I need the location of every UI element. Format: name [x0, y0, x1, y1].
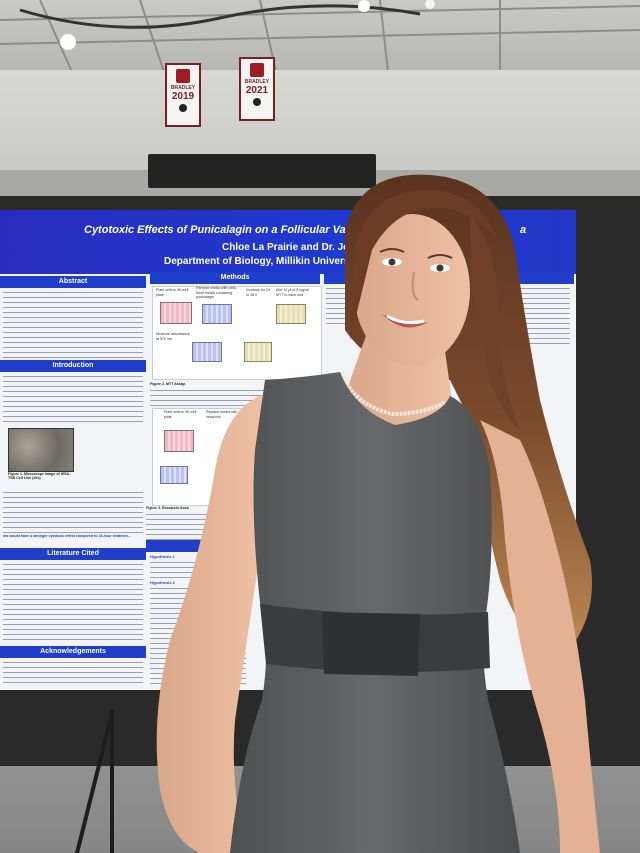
seal-icon: [179, 104, 187, 112]
well-plate: [276, 304, 306, 324]
step-incubate: Incubate for 24 or 48 h: [246, 288, 270, 297]
abstract-heading: Abstract: [0, 276, 146, 288]
literature-heading: Literature Cited: [0, 548, 146, 560]
teeth: [386, 314, 425, 325]
scoreboard: [148, 154, 376, 188]
well-plate: [244, 342, 272, 362]
hair-front: [350, 190, 498, 340]
banner-text: BRADLEY: [170, 85, 196, 91]
intro-statement: nts would have a stronger cytotoxic effe…: [3, 534, 131, 538]
well-plate: [164, 430, 194, 452]
gray-dress: [230, 372, 520, 853]
acknowledgements-heading: Acknowledgements: [0, 646, 146, 658]
eyebrows: [379, 248, 453, 259]
figure-2-caption: Figure 2. MTT Assay.: [150, 382, 186, 386]
step-add: Add 10 μl of 5 mg/ml MTT to each well: [276, 288, 310, 297]
poster-authors: Chloe La Prairie and Dr. Jennifer Schroe…: [222, 242, 425, 253]
championship-banner-1: BRADLEY 2019: [165, 63, 201, 127]
step-measure: Measure absorbance at 570 nm: [156, 332, 190, 341]
pearl-necklace: [340, 371, 447, 417]
dress-center-panel: [322, 612, 420, 676]
poster-department: Department of Biology, Millikin Universi…: [164, 256, 400, 267]
introduction-text: [3, 374, 143, 424]
well-plate: [160, 302, 192, 324]
well-plate: [192, 342, 222, 362]
left-arm: [156, 395, 262, 853]
crest-icon: [176, 69, 190, 83]
right-arm: [480, 420, 600, 853]
poster-title: Cytotoxic Effects of Punicalagin on a Fo…: [84, 224, 383, 236]
smile: [382, 314, 428, 328]
methods-heading: Methods: [150, 272, 320, 284]
well-plate: [160, 466, 188, 484]
step-replace: Replace media with resazurin: [206, 410, 238, 419]
microscope-image: [8, 428, 74, 472]
abstract-text: [3, 290, 143, 360]
crest-icon: [250, 63, 264, 77]
championship-banner-2: BRADLEY 2021: [239, 57, 275, 121]
banner-year: 2019: [171, 91, 195, 102]
introduction-text-2: [3, 490, 143, 534]
step-plate: Plate cells in 96 well plate: [156, 288, 189, 297]
right-pupil: [436, 264, 444, 272]
introduction-heading: Introduction: [0, 360, 146, 372]
hypothesis-2-label: Hypothesis 2: [150, 580, 175, 585]
mtt-workflow-figure: [152, 286, 322, 380]
banner-text: BRADLEY: [244, 79, 270, 85]
well-plate: [202, 304, 232, 324]
ceiling-truss: [0, 0, 640, 90]
seal-icon: [253, 98, 261, 106]
poster-title-end: a: [520, 224, 527, 236]
hair-side: [470, 215, 520, 430]
hypothesis-1-label: Hypothesis 1: [150, 554, 175, 559]
acknowledgements-text: [3, 660, 143, 686]
nose: [411, 271, 419, 301]
figure-3-caption: Figure 3. Resazurin Assa: [146, 506, 189, 510]
figure-1-caption: Figure 1. Microscope image of WSA-TSB Ce…: [8, 472, 71, 481]
step-remove: Remove media with cells, fresh media con…: [196, 286, 237, 300]
step-plate-2: Plate cells in 96 well plate: [164, 410, 197, 419]
easel-leg: [110, 710, 114, 853]
left-pupil: [388, 258, 396, 266]
banner-year: 2021: [245, 85, 269, 96]
literature-text: [3, 562, 143, 644]
